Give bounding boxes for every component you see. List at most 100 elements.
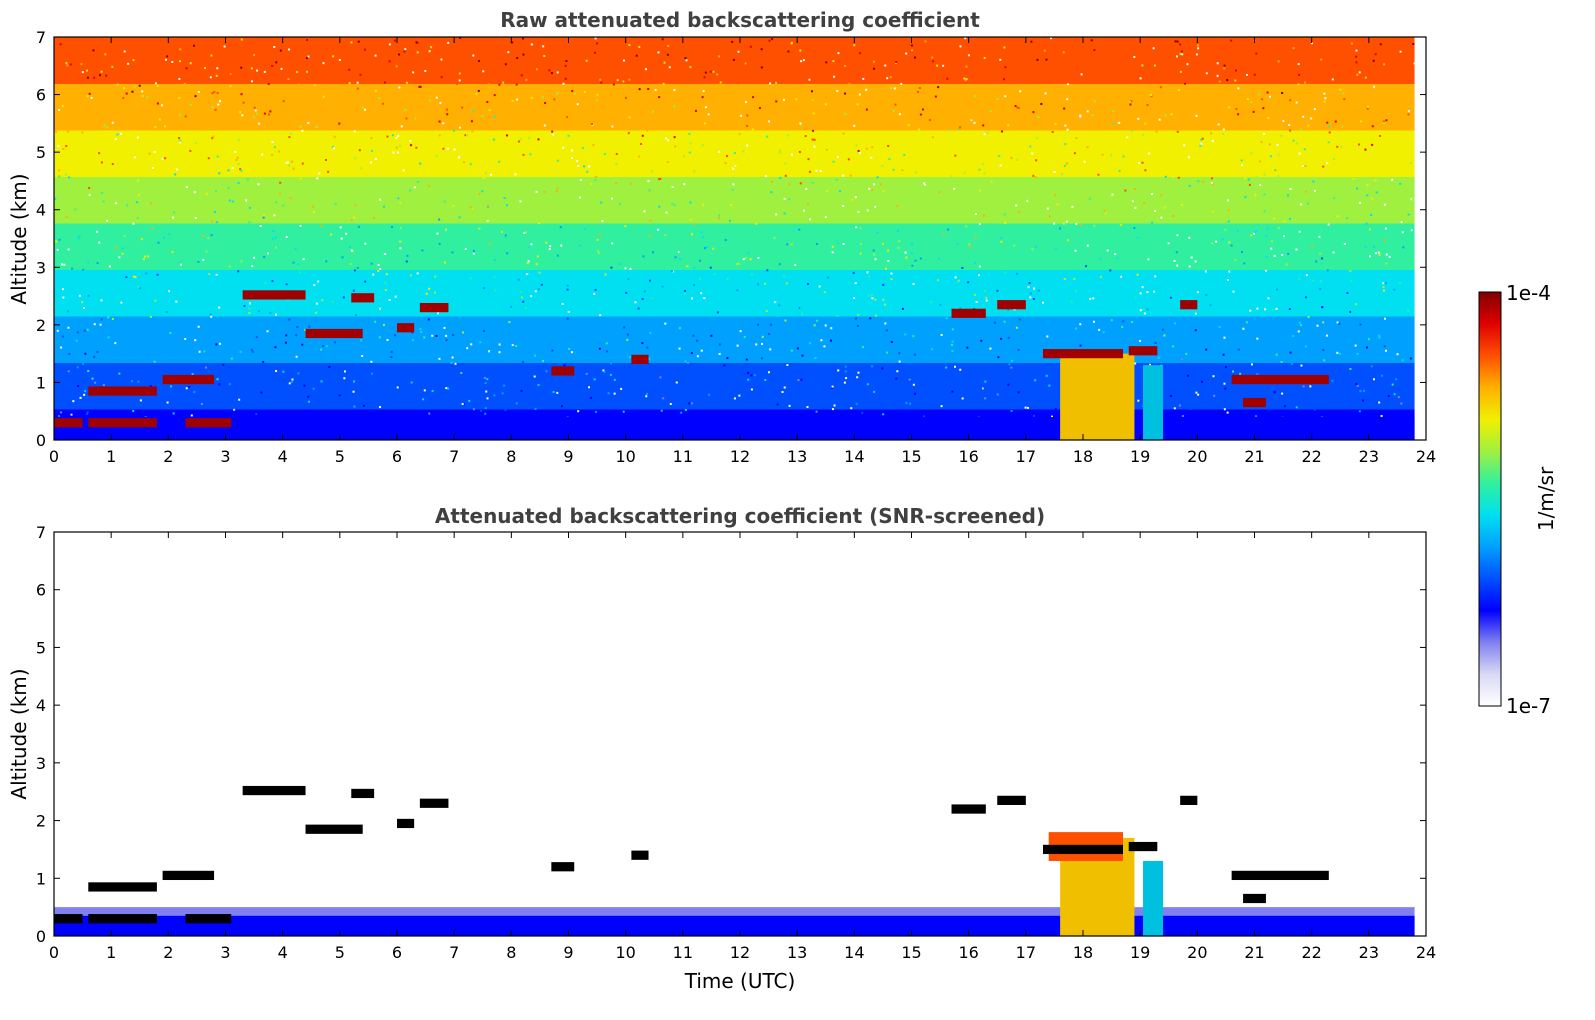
top-noise-speck bbox=[246, 178, 249, 181]
top-noise-speck bbox=[389, 395, 392, 398]
top-noise-speck bbox=[488, 242, 491, 245]
top-noise-speck bbox=[483, 287, 486, 290]
top-noise-speck bbox=[844, 64, 847, 67]
top-noise-speck bbox=[866, 271, 869, 274]
top-noise-speck bbox=[77, 237, 80, 240]
top-noise-speck bbox=[374, 157, 377, 160]
top-noise-speck bbox=[419, 85, 422, 88]
top-noise-speck bbox=[1190, 256, 1193, 259]
top-noise-speck bbox=[105, 126, 108, 129]
top-noise-speck bbox=[434, 291, 437, 294]
top-noise-speck bbox=[87, 261, 90, 264]
top-noise-speck bbox=[287, 78, 290, 81]
top-noise-speck bbox=[1153, 290, 1156, 293]
top-noise-speck bbox=[545, 370, 548, 373]
top-panel: Raw attenuated backscattering coefficien… bbox=[7, 8, 1436, 466]
top-noise-speck bbox=[1349, 142, 1352, 145]
top-noise-speck bbox=[954, 276, 957, 279]
top-noise-speck bbox=[871, 146, 874, 149]
top-noise-speck bbox=[263, 214, 266, 217]
top-noise-speck bbox=[1187, 374, 1190, 377]
top-noise-speck bbox=[267, 113, 270, 116]
top-noise-speck bbox=[1269, 310, 1272, 313]
top-noise-speck bbox=[504, 409, 507, 412]
top-noise-speck bbox=[299, 177, 302, 180]
top-noise-speck bbox=[413, 186, 416, 189]
top-noise-speck bbox=[1305, 274, 1308, 277]
top-noise-speck bbox=[1181, 53, 1184, 56]
bottom-surface-layer bbox=[54, 915, 1415, 936]
top-noise-speck bbox=[1323, 92, 1326, 95]
top-noise-speck bbox=[1384, 349, 1387, 352]
top-noise-speck bbox=[409, 139, 412, 142]
top-noise-speck bbox=[416, 51, 419, 54]
top-noise-speck bbox=[205, 250, 208, 253]
top-noise-speck bbox=[404, 48, 407, 51]
top-noise-speck bbox=[562, 146, 565, 149]
top-noise-speck bbox=[553, 98, 556, 101]
top-noise-speck bbox=[307, 122, 310, 125]
top-noise-speck bbox=[1089, 342, 1092, 345]
top-noise-speck bbox=[250, 67, 253, 70]
top-noise-speck bbox=[739, 330, 742, 333]
top-noise-speck bbox=[1354, 303, 1357, 306]
top-noise-speck bbox=[228, 265, 231, 268]
top-noise-speck bbox=[228, 383, 231, 386]
top-noise-speck bbox=[1062, 222, 1065, 225]
top-noise-speck bbox=[1385, 37, 1388, 40]
top-noise-speck bbox=[164, 58, 167, 61]
top-noise-speck bbox=[871, 189, 874, 192]
top-noise-speck bbox=[275, 313, 278, 316]
top-noise-speck bbox=[1370, 365, 1373, 368]
top-noise-speck bbox=[515, 83, 518, 86]
top-noise-speck bbox=[198, 350, 201, 353]
top-noise-speck bbox=[598, 233, 601, 236]
top-noise-speck bbox=[286, 161, 289, 164]
top-noise-speck bbox=[844, 370, 847, 373]
top-noise-speck bbox=[521, 37, 524, 40]
top-noise-speck bbox=[189, 103, 192, 106]
top-noise-speck bbox=[261, 153, 264, 156]
top-noise-speck bbox=[154, 125, 157, 128]
top-noise-speck bbox=[428, 287, 431, 290]
top-noise-speck bbox=[1259, 225, 1262, 228]
top-noise-speck bbox=[1031, 248, 1034, 251]
top-noise-speck bbox=[612, 309, 615, 312]
top-noise-speck bbox=[1323, 100, 1326, 103]
top-noise-speck bbox=[91, 412, 94, 415]
top-noise-speck bbox=[317, 280, 320, 283]
top-noise-speck bbox=[379, 406, 382, 409]
top-noise-speck bbox=[1117, 313, 1120, 316]
top-noise-speck bbox=[853, 296, 856, 299]
top-noise-speck bbox=[1017, 391, 1020, 394]
top-noise-speck bbox=[1194, 329, 1197, 332]
top-noise-speck bbox=[508, 321, 511, 324]
top-noise-speck bbox=[251, 350, 254, 353]
top-noise-speck bbox=[1312, 180, 1315, 183]
bottom-x-tick-label: 3 bbox=[220, 943, 230, 962]
top-noise-speck bbox=[693, 223, 696, 226]
top-noise-speck bbox=[1346, 216, 1349, 219]
top-noise-speck bbox=[1230, 244, 1233, 247]
top-noise-speck bbox=[421, 191, 424, 194]
top-noise-speck bbox=[760, 48, 763, 51]
top-noise-speck bbox=[61, 288, 64, 291]
top-noise-speck bbox=[242, 305, 245, 308]
top-noise-speck bbox=[1274, 169, 1277, 172]
top-noise-speck bbox=[422, 398, 425, 401]
top-noise-speck bbox=[615, 153, 618, 156]
top-noise-speck bbox=[873, 183, 876, 186]
top-noise-speck bbox=[731, 188, 734, 191]
top-noise-speck bbox=[542, 45, 545, 48]
top-noise-speck bbox=[1283, 405, 1286, 408]
top-noise-speck bbox=[313, 84, 316, 87]
top-noise-speck bbox=[1298, 277, 1301, 280]
top-noise-speck bbox=[720, 307, 723, 310]
top-background-band bbox=[54, 347, 1415, 363]
top-noise-speck bbox=[1391, 383, 1394, 386]
top-noise-speck bbox=[214, 108, 217, 111]
top-noise-speck bbox=[160, 104, 163, 107]
top-noise-speck bbox=[778, 304, 781, 307]
top-noise-speck bbox=[1372, 59, 1375, 62]
top-noise-speck bbox=[285, 236, 288, 239]
